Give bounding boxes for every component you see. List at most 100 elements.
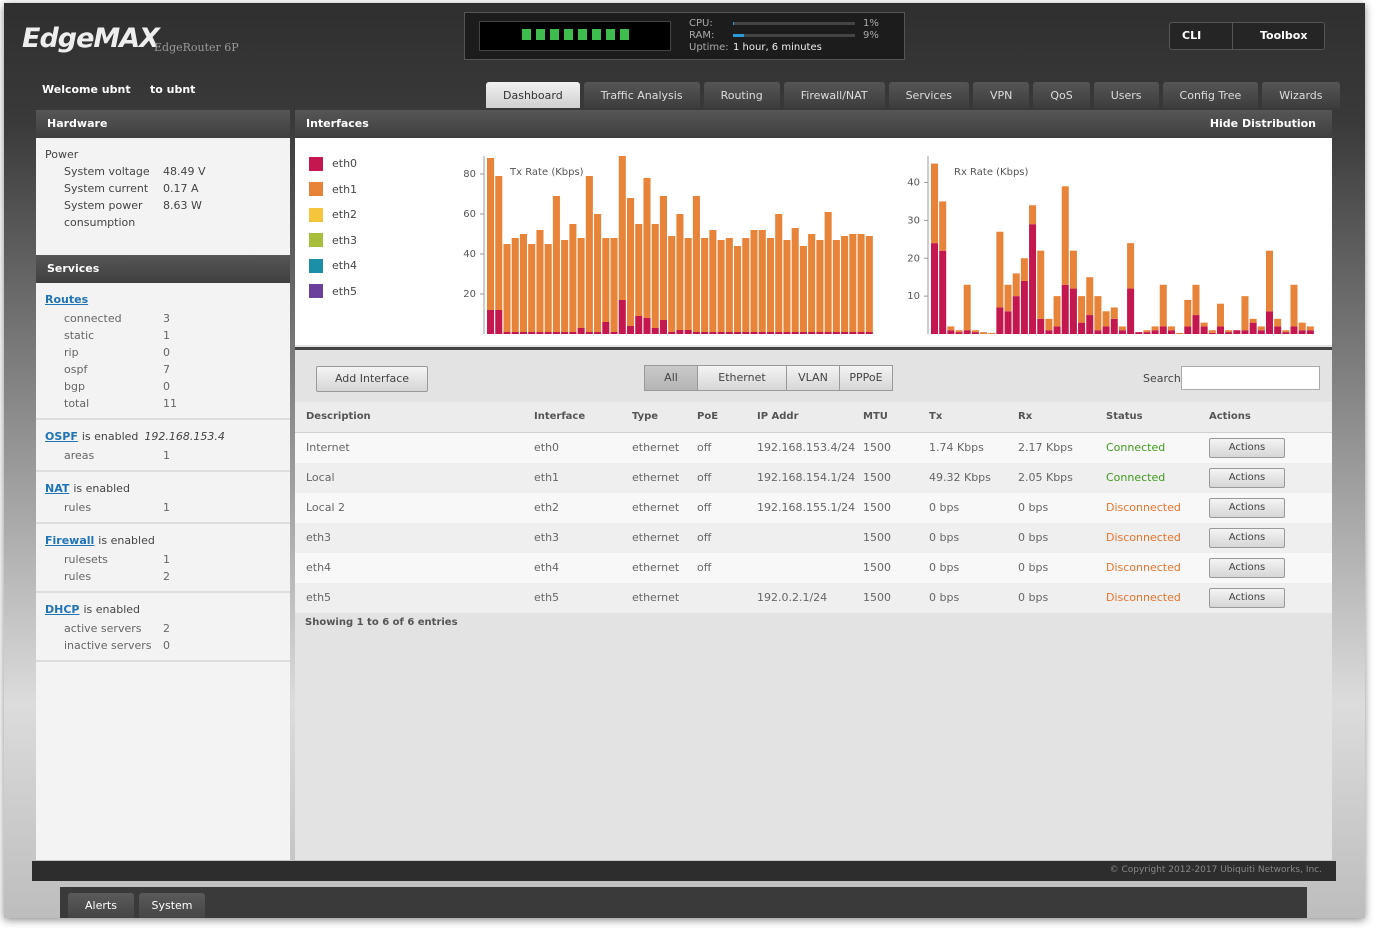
actions-button[interactable]: Actions xyxy=(1209,468,1285,488)
footer: © Copyright 2012-2017 Ubiquiti Networks,… xyxy=(32,861,1336,881)
bar xyxy=(1249,322,1257,334)
bar xyxy=(1110,318,1118,334)
actions-button[interactable]: Actions xyxy=(1209,438,1285,458)
column-header[interactable]: Actions xyxy=(1209,411,1251,422)
bar xyxy=(988,332,996,334)
filter-button[interactable]: All xyxy=(644,365,698,391)
bar xyxy=(758,230,766,332)
service-label: active servers xyxy=(64,622,142,635)
bar xyxy=(1151,326,1159,331)
bar xyxy=(1061,186,1069,285)
table-cell: ethernet xyxy=(632,441,680,454)
toolbox-button[interactable]: Toolbox xyxy=(1260,29,1308,42)
bar xyxy=(963,284,971,331)
filter-button[interactable]: VLAN xyxy=(786,365,840,391)
column-header[interactable]: Interface xyxy=(534,411,586,422)
column-header[interactable]: Tx xyxy=(929,411,943,422)
service-row: static 1 xyxy=(45,327,281,344)
bar xyxy=(955,332,963,334)
filter-button[interactable]: PPPoE xyxy=(839,365,893,391)
legend-swatch xyxy=(309,156,323,171)
nav-tab[interactable]: Firewall/NAT xyxy=(783,82,885,108)
legend-item: eth1 xyxy=(309,177,357,203)
ram-bar xyxy=(733,34,744,37)
welcome[interactable]: Welcome ubnt xyxy=(42,83,131,96)
hardware-value: 0.17 A xyxy=(163,182,199,195)
legend-item: eth5 xyxy=(309,279,357,305)
column-header[interactable]: Type xyxy=(632,411,659,422)
table-cell: 2.05 Kbps xyxy=(1018,471,1073,484)
table-row: Local 2 eth2 ethernet off 192.168.155.1/24 15… xyxy=(295,493,1332,523)
actions-button[interactable]: Actions xyxy=(1209,498,1285,518)
bar xyxy=(841,236,849,332)
column-header[interactable]: MTU xyxy=(863,411,888,422)
nav-tab[interactable]: QoS xyxy=(1033,82,1090,108)
table-cell: 0 bps xyxy=(929,561,960,574)
service-value: 1 xyxy=(163,501,170,514)
hardware-row: System voltage 48.49 V xyxy=(45,163,281,180)
bar xyxy=(692,196,700,332)
bottom-tab[interactable]: System xyxy=(139,893,205,918)
nav-tab[interactable]: Routing xyxy=(703,82,780,108)
hide-distribution[interactable]: Hide Distribution xyxy=(1209,117,1316,130)
nav-tab[interactable]: Traffic Analysis xyxy=(583,82,700,108)
service-link[interactable]: OSPF xyxy=(45,430,78,443)
chart-title: Tx Rate (Kbps) xyxy=(509,167,584,178)
actions-button[interactable]: Actions xyxy=(1209,588,1285,608)
logo: EdgeMAX xyxy=(22,23,160,54)
service-row: total 11 xyxy=(45,395,281,412)
left-panel: Hardware Power System voltage 48.49 V Syste… xyxy=(36,110,290,860)
y-tick-label: 10 xyxy=(907,291,920,302)
nav-tab[interactable]: Wizards xyxy=(1262,82,1340,108)
service-link[interactable]: Firewall xyxy=(45,534,95,547)
nav-tab[interactable]: Users xyxy=(1093,82,1159,108)
uptime-label: Uptime: xyxy=(689,42,729,53)
bar xyxy=(725,332,733,334)
filters: All Ethernet VLAN PPPoE xyxy=(644,365,893,391)
service-row: ospf 7 xyxy=(45,361,281,378)
nav-tab[interactable]: Services xyxy=(888,82,969,108)
nav-tab[interactable]: Dashboard xyxy=(486,82,580,108)
bar xyxy=(1037,250,1045,319)
bar xyxy=(561,332,569,334)
hardware-row: System current 0.17 A xyxy=(45,180,281,197)
bar xyxy=(717,332,725,334)
service-value: 11 xyxy=(163,397,177,410)
table-row: eth4 eth4 ethernet off 1500 0 bps 0 bps Disconn… xyxy=(295,553,1332,583)
bar xyxy=(931,243,939,334)
bar xyxy=(1257,330,1265,334)
bar xyxy=(1004,311,1012,334)
bar xyxy=(1282,332,1290,334)
nav-tab[interactable]: VPN xyxy=(972,82,1030,108)
table-cell: Local 2 xyxy=(306,501,346,514)
nav-tab[interactable]: Config Tree xyxy=(1162,82,1259,108)
bottom-tab[interactable]: Alerts xyxy=(68,893,134,918)
table-cell: ethernet xyxy=(632,561,680,574)
column-header[interactable]: IP Addr xyxy=(757,411,799,422)
hardware-label: System voltage xyxy=(64,165,150,178)
filter-button[interactable]: Ethernet xyxy=(697,365,787,391)
y-tick-label: 40 xyxy=(907,178,920,189)
table-row: Internet eth0 ethernet off 192.168.153.4/24 1… xyxy=(295,433,1332,463)
actions-button[interactable]: Actions xyxy=(1209,558,1285,578)
service-link[interactable]: NAT xyxy=(45,482,70,495)
uptime-value: 1 hour, 6 minutes xyxy=(733,42,822,53)
bar xyxy=(1078,296,1086,323)
cli-button[interactable]: CLI xyxy=(1182,29,1202,42)
service-link[interactable]: DHCP xyxy=(45,603,80,616)
bar xyxy=(947,330,955,334)
column-header[interactable]: PoE xyxy=(697,411,719,422)
interfaces-title[interactable]: Interfaces xyxy=(306,117,369,130)
column-header[interactable]: Description xyxy=(306,411,371,422)
service-link[interactable]: Routes xyxy=(45,293,89,306)
bar xyxy=(1184,326,1192,334)
search-input[interactable] xyxy=(1181,366,1320,390)
column-header[interactable]: Rx xyxy=(1018,411,1033,422)
bar xyxy=(1061,284,1069,334)
bar xyxy=(692,332,700,334)
actions-button[interactable]: Actions xyxy=(1209,528,1285,548)
add-interface[interactable]: Add Interface xyxy=(316,366,428,392)
bar xyxy=(939,250,947,334)
column-header[interactable]: Status xyxy=(1106,411,1143,422)
bar xyxy=(1306,326,1314,331)
